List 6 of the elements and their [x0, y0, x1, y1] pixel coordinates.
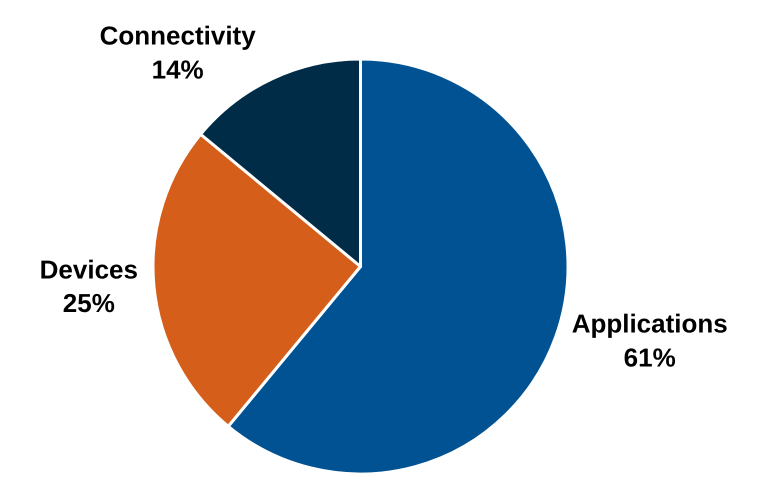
data-label: 61% — [624, 342, 676, 372]
data-label: 25% — [62, 288, 115, 318]
slice-label: Applications — [572, 308, 728, 339]
slice-label: Connectivity — [100, 20, 256, 51]
data-label: 14% — [152, 54, 204, 85]
slice-label: Devices — [40, 254, 138, 284]
